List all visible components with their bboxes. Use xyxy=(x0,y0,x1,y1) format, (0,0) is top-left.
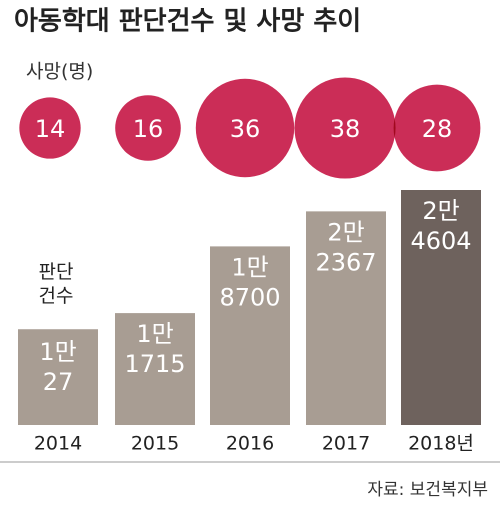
bubble xyxy=(294,77,396,179)
bubble xyxy=(195,78,295,178)
value-label: 1만 8700 xyxy=(219,253,280,311)
value-label: 2만 2367 xyxy=(315,218,376,276)
bar xyxy=(115,313,195,425)
value-name: 판단 건수 xyxy=(39,261,74,307)
x-tick-label: 2018년 xyxy=(408,433,474,455)
bubble-label: 16 xyxy=(133,115,164,143)
x-tick-label: 2014 xyxy=(34,433,82,455)
bar xyxy=(210,246,290,425)
bar xyxy=(401,190,481,425)
bubble xyxy=(393,84,481,172)
bubble-label: 38 xyxy=(330,115,361,143)
bubble-label: 36 xyxy=(230,115,261,143)
x-tick-label: 2016 xyxy=(226,433,274,455)
value-label: 1만 27 xyxy=(39,338,76,396)
bubble-label: 28 xyxy=(422,115,453,143)
bubble-label: 14 xyxy=(35,115,66,143)
value-label: 2만 4604 xyxy=(410,197,471,255)
bubble xyxy=(19,97,81,159)
chart-title: 아동학대 판단건수 및 사망 추이 xyxy=(14,7,361,37)
x-tick-label: 2017 xyxy=(322,433,370,455)
value-label: 1만 1715 xyxy=(124,320,185,378)
bar xyxy=(306,211,386,425)
bubble-label: 사망(명) xyxy=(26,61,93,83)
x-tick-label: 2015 xyxy=(131,433,179,455)
bubble xyxy=(115,95,181,161)
bar xyxy=(18,329,98,425)
source: 자료: 보건복지부 xyxy=(367,480,488,500)
